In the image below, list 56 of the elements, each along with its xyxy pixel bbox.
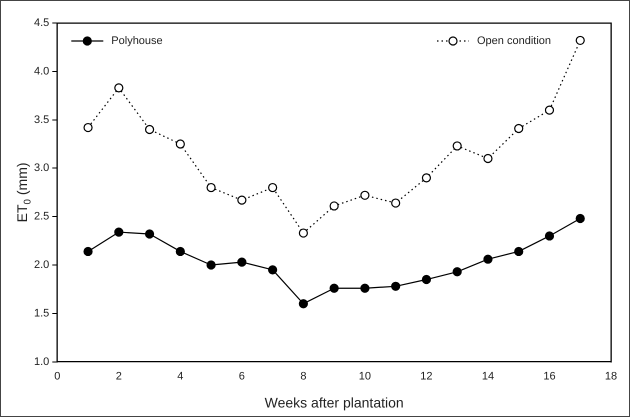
x-tick-label: 6 [238,370,245,382]
point [391,198,400,208]
point [268,265,278,274]
point [422,173,432,182]
point [360,284,370,293]
point [452,267,462,276]
y-tick-label: 1.0 [34,356,50,368]
x-tick-label: 16 [543,370,556,382]
point [452,141,462,151]
x-tick-label: 10 [358,370,372,382]
point [483,254,493,264]
point [360,190,370,200]
x-tick-label: 18 [604,370,618,382]
point [298,299,308,308]
x-tick-label: 14 [482,370,494,382]
y-tick-label: 3.0 [34,162,50,174]
point [206,182,216,192]
x-tick-label: 0 [54,370,60,382]
point [576,36,585,46]
y-tick-label: 2.5 [34,210,50,223]
legend-label: Open condition [477,35,551,48]
x-tick-label: 4 [177,370,184,382]
y-axis-title: ET0 (mm) [14,162,34,222]
x-tick-label: 2 [116,370,122,382]
point [83,122,93,132]
point [144,229,154,239]
x-axis-title: Weeks after plantation [264,394,404,411]
point [83,246,93,256]
x-tick-label: 8 [300,370,306,382]
point [576,214,585,224]
point [544,231,554,241]
point [114,83,124,92]
point [237,257,246,267]
point [514,246,524,256]
point [422,274,432,284]
y-tick-label: 1.5 [34,307,50,320]
y-tick-label: 4.5 [34,17,50,30]
point [206,260,216,270]
point [391,282,400,291]
y-tick-label: 4.0 [34,65,50,78]
legend-label: Polyhouse [111,35,163,48]
point [176,246,185,256]
point [330,201,339,211]
point [544,106,554,115]
point [298,228,308,238]
y-tick-label: 2.0 [34,259,50,272]
point [268,182,278,192]
point [114,227,124,237]
point [483,154,493,164]
point [330,284,339,293]
point [237,196,246,205]
point [176,139,185,149]
y-tick-label: 3.5 [34,114,50,126]
point [144,124,154,134]
point [514,124,524,134]
x-tick-label: 12 [420,370,433,382]
